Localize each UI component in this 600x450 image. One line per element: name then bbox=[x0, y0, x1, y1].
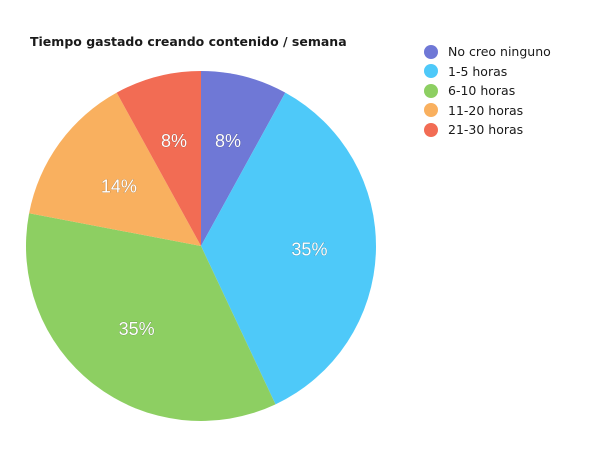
legend-swatch bbox=[424, 103, 438, 118]
pie-data-label-2: 35% bbox=[291, 239, 327, 259]
pie-data-label-1: 8% bbox=[215, 131, 241, 151]
legend-swatch bbox=[424, 44, 438, 59]
pie-data-labels: 8% 35% 35% 14% 8% bbox=[101, 131, 328, 340]
chart-legend: No creo ninguno 1-5 horas 6-10 horas 11-20 … bbox=[424, 42, 551, 140]
legend-swatch bbox=[424, 83, 438, 98]
pie-slice-2 bbox=[201, 92, 376, 405]
pie-slice-5 bbox=[116, 71, 201, 246]
legend-swatch bbox=[424, 64, 438, 79]
legend-item: 11-20 horas bbox=[424, 101, 551, 121]
legend-label: No creo ninguno bbox=[448, 44, 551, 60]
legend-label: 1-5 horas bbox=[448, 63, 508, 79]
pie-slices bbox=[26, 71, 376, 421]
legend-item: 1-5 horas bbox=[424, 62, 551, 82]
legend-item: 6-10 horas bbox=[424, 81, 551, 101]
legend-item: No creo ninguno bbox=[424, 42, 551, 62]
pie-slice-3 bbox=[26, 213, 276, 421]
pie-data-label-4: 14% bbox=[101, 176, 137, 196]
pie-slice-1 bbox=[201, 71, 286, 246]
chart-title: Tiempo gastado creando contenido / seman… bbox=[30, 34, 347, 49]
legend-label: 6-10 horas bbox=[448, 83, 516, 99]
legend-swatch bbox=[424, 122, 438, 137]
legend-item: 21-30 horas bbox=[424, 120, 551, 140]
legend-label: 21-30 horas bbox=[448, 122, 524, 138]
pie-slice-4 bbox=[29, 92, 201, 246]
pie-data-label-5: 8% bbox=[161, 131, 187, 151]
pie-data-label-3: 35% bbox=[119, 319, 155, 339]
legend-label: 11-20 horas bbox=[448, 102, 524, 118]
